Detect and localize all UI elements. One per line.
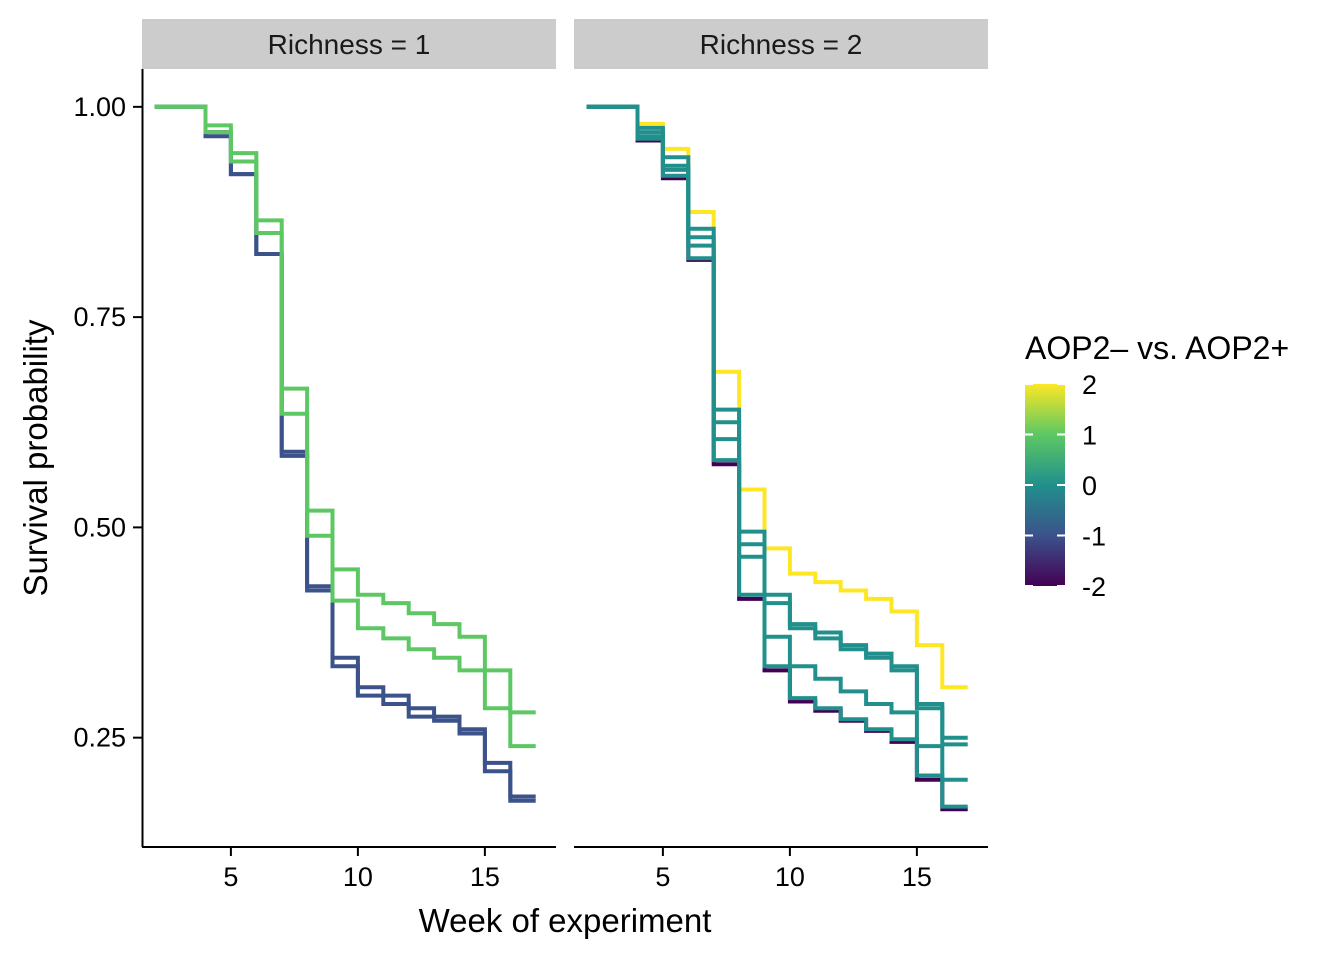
series-line-panel-2-1 xyxy=(586,104,968,690)
series-layer-panel-1 xyxy=(154,104,536,803)
strip-panel-1: Richness = 1 xyxy=(142,19,556,69)
x-axis-panel-2: 5 10 15 xyxy=(574,846,988,892)
series-line-panel-2-4 xyxy=(586,104,968,747)
y-tick-label: 0.75 xyxy=(73,302,126,332)
y-axis: 1.00 0.75 0.50 0.25 xyxy=(73,69,144,847)
x-tick-label: 5 xyxy=(655,862,670,892)
legend-tick-label: 0 xyxy=(1082,471,1097,501)
x-tick-label: 10 xyxy=(775,862,805,892)
x-tick-label: 10 xyxy=(343,862,373,892)
series-line-panel-2-5 xyxy=(586,104,968,782)
y-tick-label: 0.50 xyxy=(73,512,126,542)
series-line-panel-2-2 xyxy=(586,104,968,812)
series-line-panel-1-2 xyxy=(154,104,536,803)
series-line-panel-1-3 xyxy=(154,104,536,715)
series-line-panel-2-6 xyxy=(586,104,968,809)
y-tick-label: 0.25 xyxy=(73,723,126,753)
legend-tick-label: -2 xyxy=(1082,572,1106,602)
series-line-panel-2-3 xyxy=(586,104,968,740)
legend-title: AOP2– vs. AOP2+ xyxy=(1025,330,1289,366)
x-tick-label: 5 xyxy=(223,862,238,892)
series-line-panel-1-4 xyxy=(154,104,536,749)
legend: AOP2– vs. AOP2+ 2 1 0 -1 -2 xyxy=(1025,330,1289,602)
strip-panel-2: Richness = 2 xyxy=(574,19,988,69)
series-line-panel-1-1 xyxy=(154,104,536,799)
y-axis-title: Survival probability xyxy=(17,319,54,596)
legend-tick-label: -1 xyxy=(1082,522,1106,552)
strip-label-panel-1: Richness = 1 xyxy=(268,29,431,60)
x-axis-title: Week of experiment xyxy=(419,902,712,939)
legend-tick-label: 2 xyxy=(1082,370,1097,400)
legend-tick-label: 1 xyxy=(1082,421,1097,451)
x-tick-label: 15 xyxy=(902,862,932,892)
x-tick-label: 15 xyxy=(470,862,500,892)
strip-label-panel-2: Richness = 2 xyxy=(700,29,863,60)
x-axis-panel-1: 5 10 15 xyxy=(142,846,556,892)
y-tick-label: 1.00 xyxy=(73,92,126,122)
series-layer-panel-2 xyxy=(586,104,968,812)
